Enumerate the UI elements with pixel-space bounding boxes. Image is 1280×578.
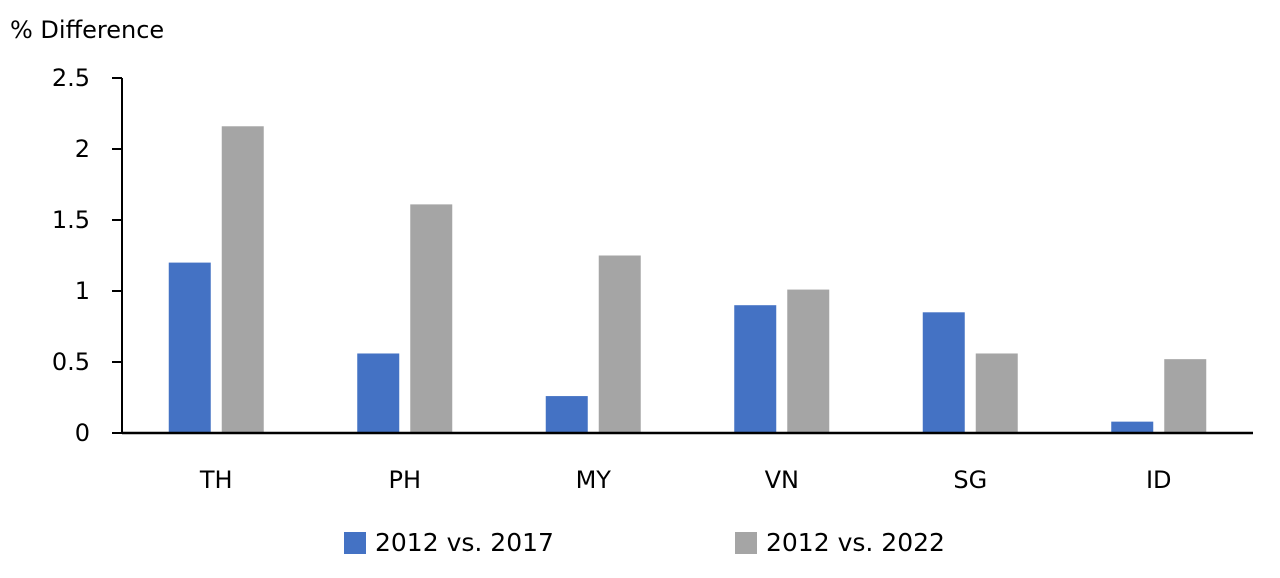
bar-id-series-2 xyxy=(1164,359,1207,433)
y-tick-label: 2.5 xyxy=(52,64,90,92)
bar-my-series-1 xyxy=(545,396,588,433)
x-axis: TH PH MY VN SG ID xyxy=(199,466,1172,494)
legend-swatch xyxy=(344,532,366,554)
legend: 2012 vs. 2017 2012 vs. 2022 xyxy=(344,528,945,557)
y-axis-title: % Difference xyxy=(10,16,164,44)
x-tick-label: SG xyxy=(953,466,987,494)
y-tick-label: 1.5 xyxy=(52,206,90,234)
x-tick-label: TH xyxy=(199,466,233,494)
y-tick-label: 0.5 xyxy=(52,348,90,376)
bar-id-series-1 xyxy=(1111,421,1154,433)
y-axis: 0 0.5 1 1.5 2 2.5 xyxy=(52,64,122,447)
bar-th-series-2 xyxy=(221,126,264,433)
bar-ph-series-1 xyxy=(357,353,400,433)
bar-sg-series-1 xyxy=(922,312,965,433)
bar-my-series-2 xyxy=(598,255,641,433)
legend-label: 2012 vs. 2022 xyxy=(766,528,945,557)
bar-sg-series-2 xyxy=(975,353,1018,433)
legend-swatch xyxy=(735,532,757,554)
x-tick-label: MY xyxy=(576,466,612,494)
bar-vn-series-1 xyxy=(734,305,777,433)
bar-th-series-1 xyxy=(168,262,211,433)
x-tick-label: PH xyxy=(388,466,421,494)
y-tick-label: 0 xyxy=(75,419,90,447)
y-tick-label: 1 xyxy=(75,277,90,305)
bars xyxy=(168,126,1207,433)
x-tick-label: VN xyxy=(765,466,799,494)
bar-vn-series-2 xyxy=(787,289,830,433)
bar-ph-series-2 xyxy=(410,204,453,433)
legend-label: 2012 vs. 2017 xyxy=(375,528,554,557)
x-tick-label: ID xyxy=(1146,466,1172,494)
y-tick-label: 2 xyxy=(75,135,90,163)
